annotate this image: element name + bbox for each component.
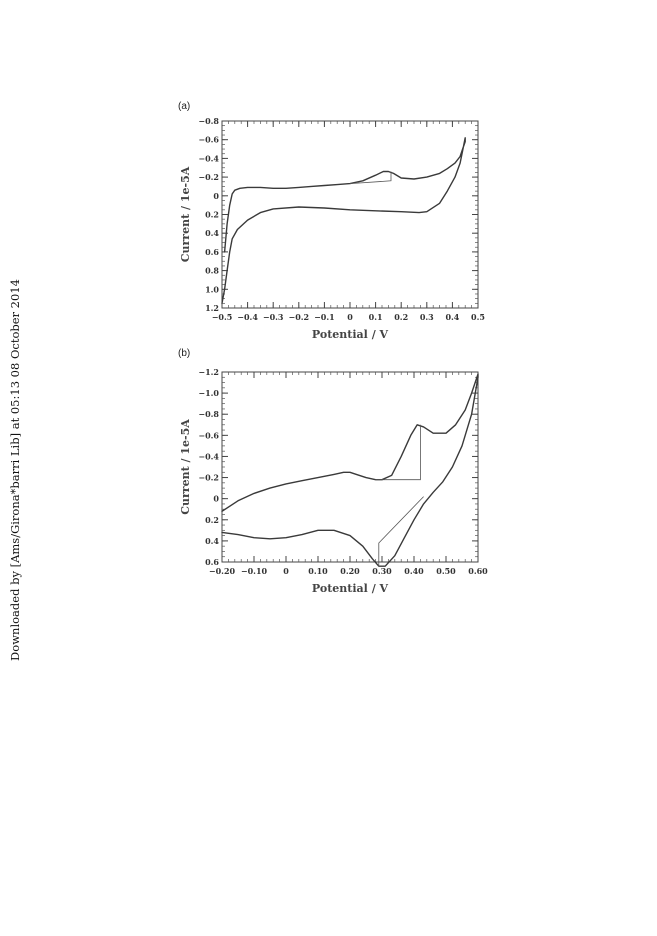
plot-frame [221,371,479,563]
y-tick-label: 0.8 [205,266,219,276]
x-tick-label: 0.1 [369,312,383,322]
y-tick-label: −0.6 [198,135,219,145]
y-tick-label: 0.4 [205,228,219,238]
x-tick-label: 0 [283,566,289,576]
y-tick-label: 0 [213,191,219,201]
x-tick-label: −0.5 [212,312,233,322]
chart-panel-b: −0.20 −0.10 0 0.10 0.20 0.30 0.40 0.50 0.60−1.2−… [178,348,488,595]
y-tick-label: −0.2 [198,473,219,483]
x-axis-label: Potential / V [312,582,389,595]
peak-baseline-line [375,424,421,481]
x-tick-label: 0.2 [394,312,408,322]
x-tick-label: 0 [347,312,353,322]
x-tick-label: 0.10 [308,566,328,576]
panel-label: (b) [178,348,190,359]
peak-baseline-line [349,171,392,184]
y-axis-label: Current / 1e-5A [179,166,192,262]
y-tick-label: 0.2 [205,515,219,525]
y-tick-label: −0.8 [198,409,219,419]
x-tick-label: 0.40 [404,566,424,576]
y-tick-label: 0.6 [205,557,219,567]
y-tick-label: 1.2 [205,303,219,313]
x-axis-label: Potential / V [312,328,389,341]
chart-panel-a: −0.5 −0.4 −0.3 −0.2 −0.1 0 0.1 0.2 0.3 0.4 0.5 −0.8… [178,101,485,341]
x-tick-label: 0.60 [468,566,488,576]
plot-frame [221,120,479,309]
peak-baseline-line [378,496,424,567]
x-tick-label: 0.50 [436,566,456,576]
x-tick-label: 0.3 [420,312,434,322]
y-tick-label: −0.6 [198,430,219,440]
y-tick-label: 0 [213,494,219,504]
y-tick-label: −0.2 [198,172,219,182]
x-tick-label: 0.20 [340,566,360,576]
y-tick-label: −0.4 [198,451,219,461]
x-tick-label: −0.2 [288,312,309,322]
y-tick-label: 0.2 [205,210,219,220]
y-axis-label: Current / 1e-5A [179,419,192,515]
x-tick-label: −0.4 [237,312,258,322]
y-tick-label: 0.4 [205,536,219,546]
cv-curve [221,137,466,304]
y-tick-label: −1.0 [198,388,219,398]
y-tick-label: 0.6 [205,247,219,257]
cv-curve [221,373,479,567]
y-tick-label: −1.2 [198,367,219,377]
x-tick-label: 0.5 [471,312,485,322]
x-tick-label: −0.10 [241,566,268,576]
x-tick-label: −0.3 [263,312,284,322]
y-tick-label: −0.4 [198,153,219,163]
x-tick-label: −0.20 [209,566,236,576]
x-tick-label: −0.1 [314,312,335,322]
x-tick-label: 0.4 [445,312,459,322]
panel-label: (a) [178,101,190,112]
x-tick-label: 0.30 [372,566,392,576]
y-tick-label: −0.8 [198,116,219,126]
y-tick-label: 1.0 [205,284,219,294]
